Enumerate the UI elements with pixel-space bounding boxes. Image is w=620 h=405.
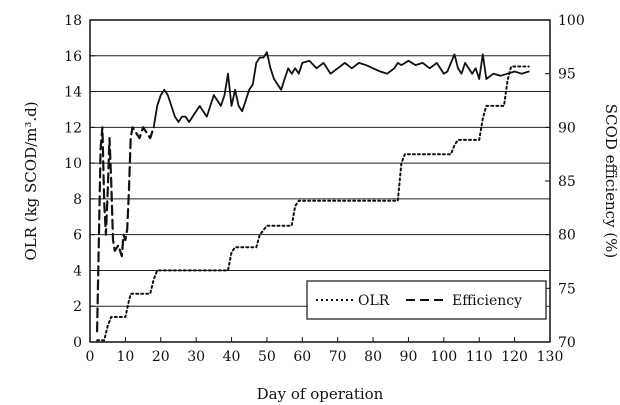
y-left-ticks: 0 2 4 6 8 10 12 14 16 18 <box>64 13 95 351</box>
y-right-tick-label: 80 <box>558 228 576 244</box>
y-left-tick-label: 8 <box>73 192 82 208</box>
x-tick-label: 90 <box>400 349 418 365</box>
y-right-tick-label: 75 <box>558 281 576 297</box>
y-right-tick-label: 95 <box>558 67 576 83</box>
x-ticks: 0 10 20 30 40 50 60 70 80 90 100 110 120 130 <box>86 337 564 365</box>
y-left-tick-label: 6 <box>73 228 82 244</box>
x-tick-label: 70 <box>329 349 347 365</box>
y-right-tick-label: 70 <box>558 335 576 351</box>
x-tick-label: 40 <box>223 349 241 365</box>
y-left-axis-label: OLR (kg SCOD/m³.d) <box>22 101 40 260</box>
y-left-tick-label: 2 <box>73 299 82 315</box>
y-left-tick-label: 18 <box>64 13 82 29</box>
grid-lines <box>90 55 550 307</box>
y-right-tick-label: 100 <box>558 13 585 29</box>
y-left-tick-label: 10 <box>64 156 82 172</box>
y-left-tick-label: 14 <box>64 85 82 101</box>
x-tick-label: 130 <box>537 349 564 365</box>
x-axis-label: Day of operation <box>257 385 384 403</box>
x-tick-label: 50 <box>258 349 276 365</box>
series-line-efficiency-continued <box>152 51 530 129</box>
y-left-tick-label: 12 <box>64 120 82 136</box>
x-tick-label: 80 <box>364 349 382 365</box>
legend-label-olr: OLR <box>358 293 390 309</box>
legend-label-efficiency: Efficiency <box>452 293 522 309</box>
legend: OLR Efficiency <box>306 280 547 320</box>
series-line-olr <box>96 65 530 342</box>
x-tick-label: 0 <box>86 349 95 365</box>
y-right-axis-label: SCOD efficiency (%) <box>602 104 620 259</box>
x-tick-label: 60 <box>293 349 311 365</box>
y-left-tick-label: 16 <box>64 49 82 65</box>
y-right-tick-label: 85 <box>558 174 576 190</box>
series-layer <box>95 51 530 342</box>
series-line-efficiency <box>95 126 155 333</box>
x-tick-label: 10 <box>116 349 134 365</box>
x-tick-label: 120 <box>501 349 528 365</box>
x-tick-label: 30 <box>187 349 205 365</box>
y-left-tick-label: 4 <box>73 263 82 279</box>
x-tick-label: 110 <box>466 349 493 365</box>
x-tick-label: 20 <box>152 349 170 365</box>
y-right-ticks: 70 75 80 85 90 95 100 <box>545 13 585 351</box>
y-left-tick-label: 0 <box>73 335 82 351</box>
y-right-tick-label: 90 <box>558 120 576 136</box>
x-tick-label: 100 <box>430 349 457 365</box>
